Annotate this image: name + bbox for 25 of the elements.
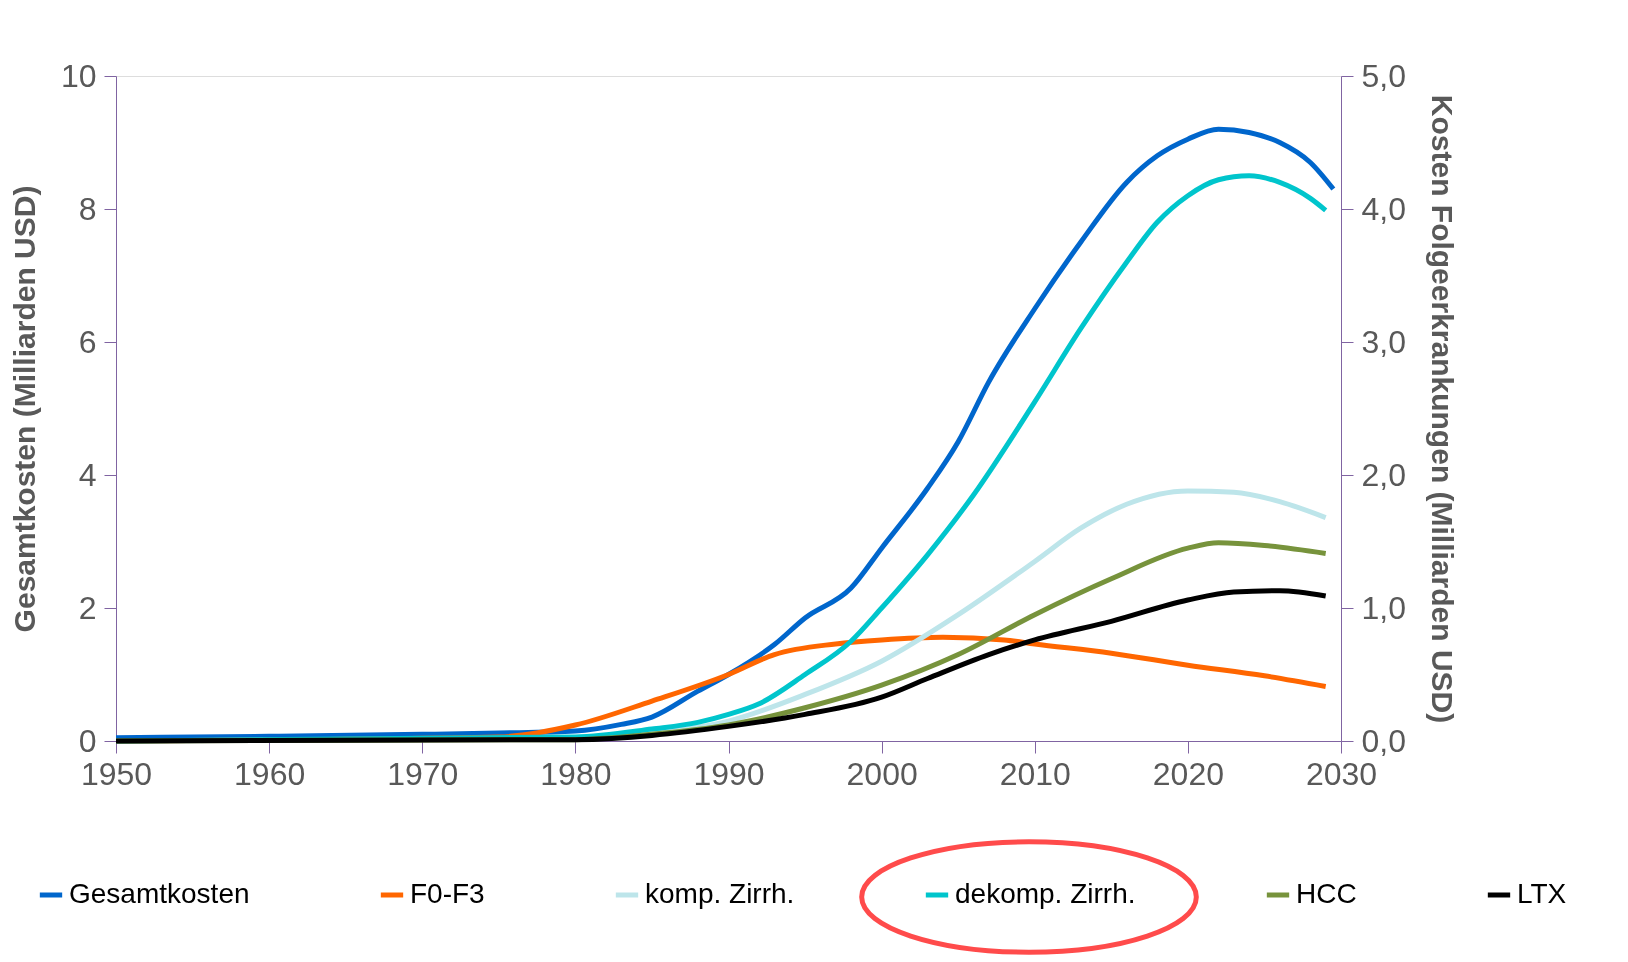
x-tick-label: 2020 [1152,755,1224,792]
x-tick-label: 1960 [234,755,306,792]
y-tick-label: 2 [78,589,97,626]
legend-label: dekomp. Zirrh. [955,878,1136,909]
y2-tick-label: 2,0 [1361,456,1406,493]
legend-label: HCC [1296,878,1357,909]
y-tick-label: 10 [60,57,97,94]
y-tick-label: 6 [78,323,97,360]
x-tick-label: 2000 [846,755,918,792]
y-tick-label: 4 [78,456,97,493]
legend-label: Gesamtkosten [69,878,250,909]
y-tick-label: 8 [78,190,97,227]
x-tick-label: 1970 [387,755,459,792]
y2-tick-label: 4,0 [1361,190,1406,227]
legend-label: F0-F3 [410,878,485,909]
y2-tick-label: 3,0 [1361,323,1406,360]
x-tick-label: 1990 [693,755,765,792]
legend-label: komp. Zirrh. [645,878,795,909]
y-axis-title: Gesamtkosten (Milliarden USD) [7,185,41,633]
y2-tick-label: 1,0 [1361,589,1406,626]
y2-axis-title: Kosten Folgeerkrankungen (Milliarden USD) [1425,94,1459,724]
legend-label: LTX [1517,878,1567,909]
x-tick-label: 1980 [540,755,612,792]
x-tick-label: 2010 [999,755,1071,792]
y2-tick-label: 5,0 [1361,57,1406,94]
